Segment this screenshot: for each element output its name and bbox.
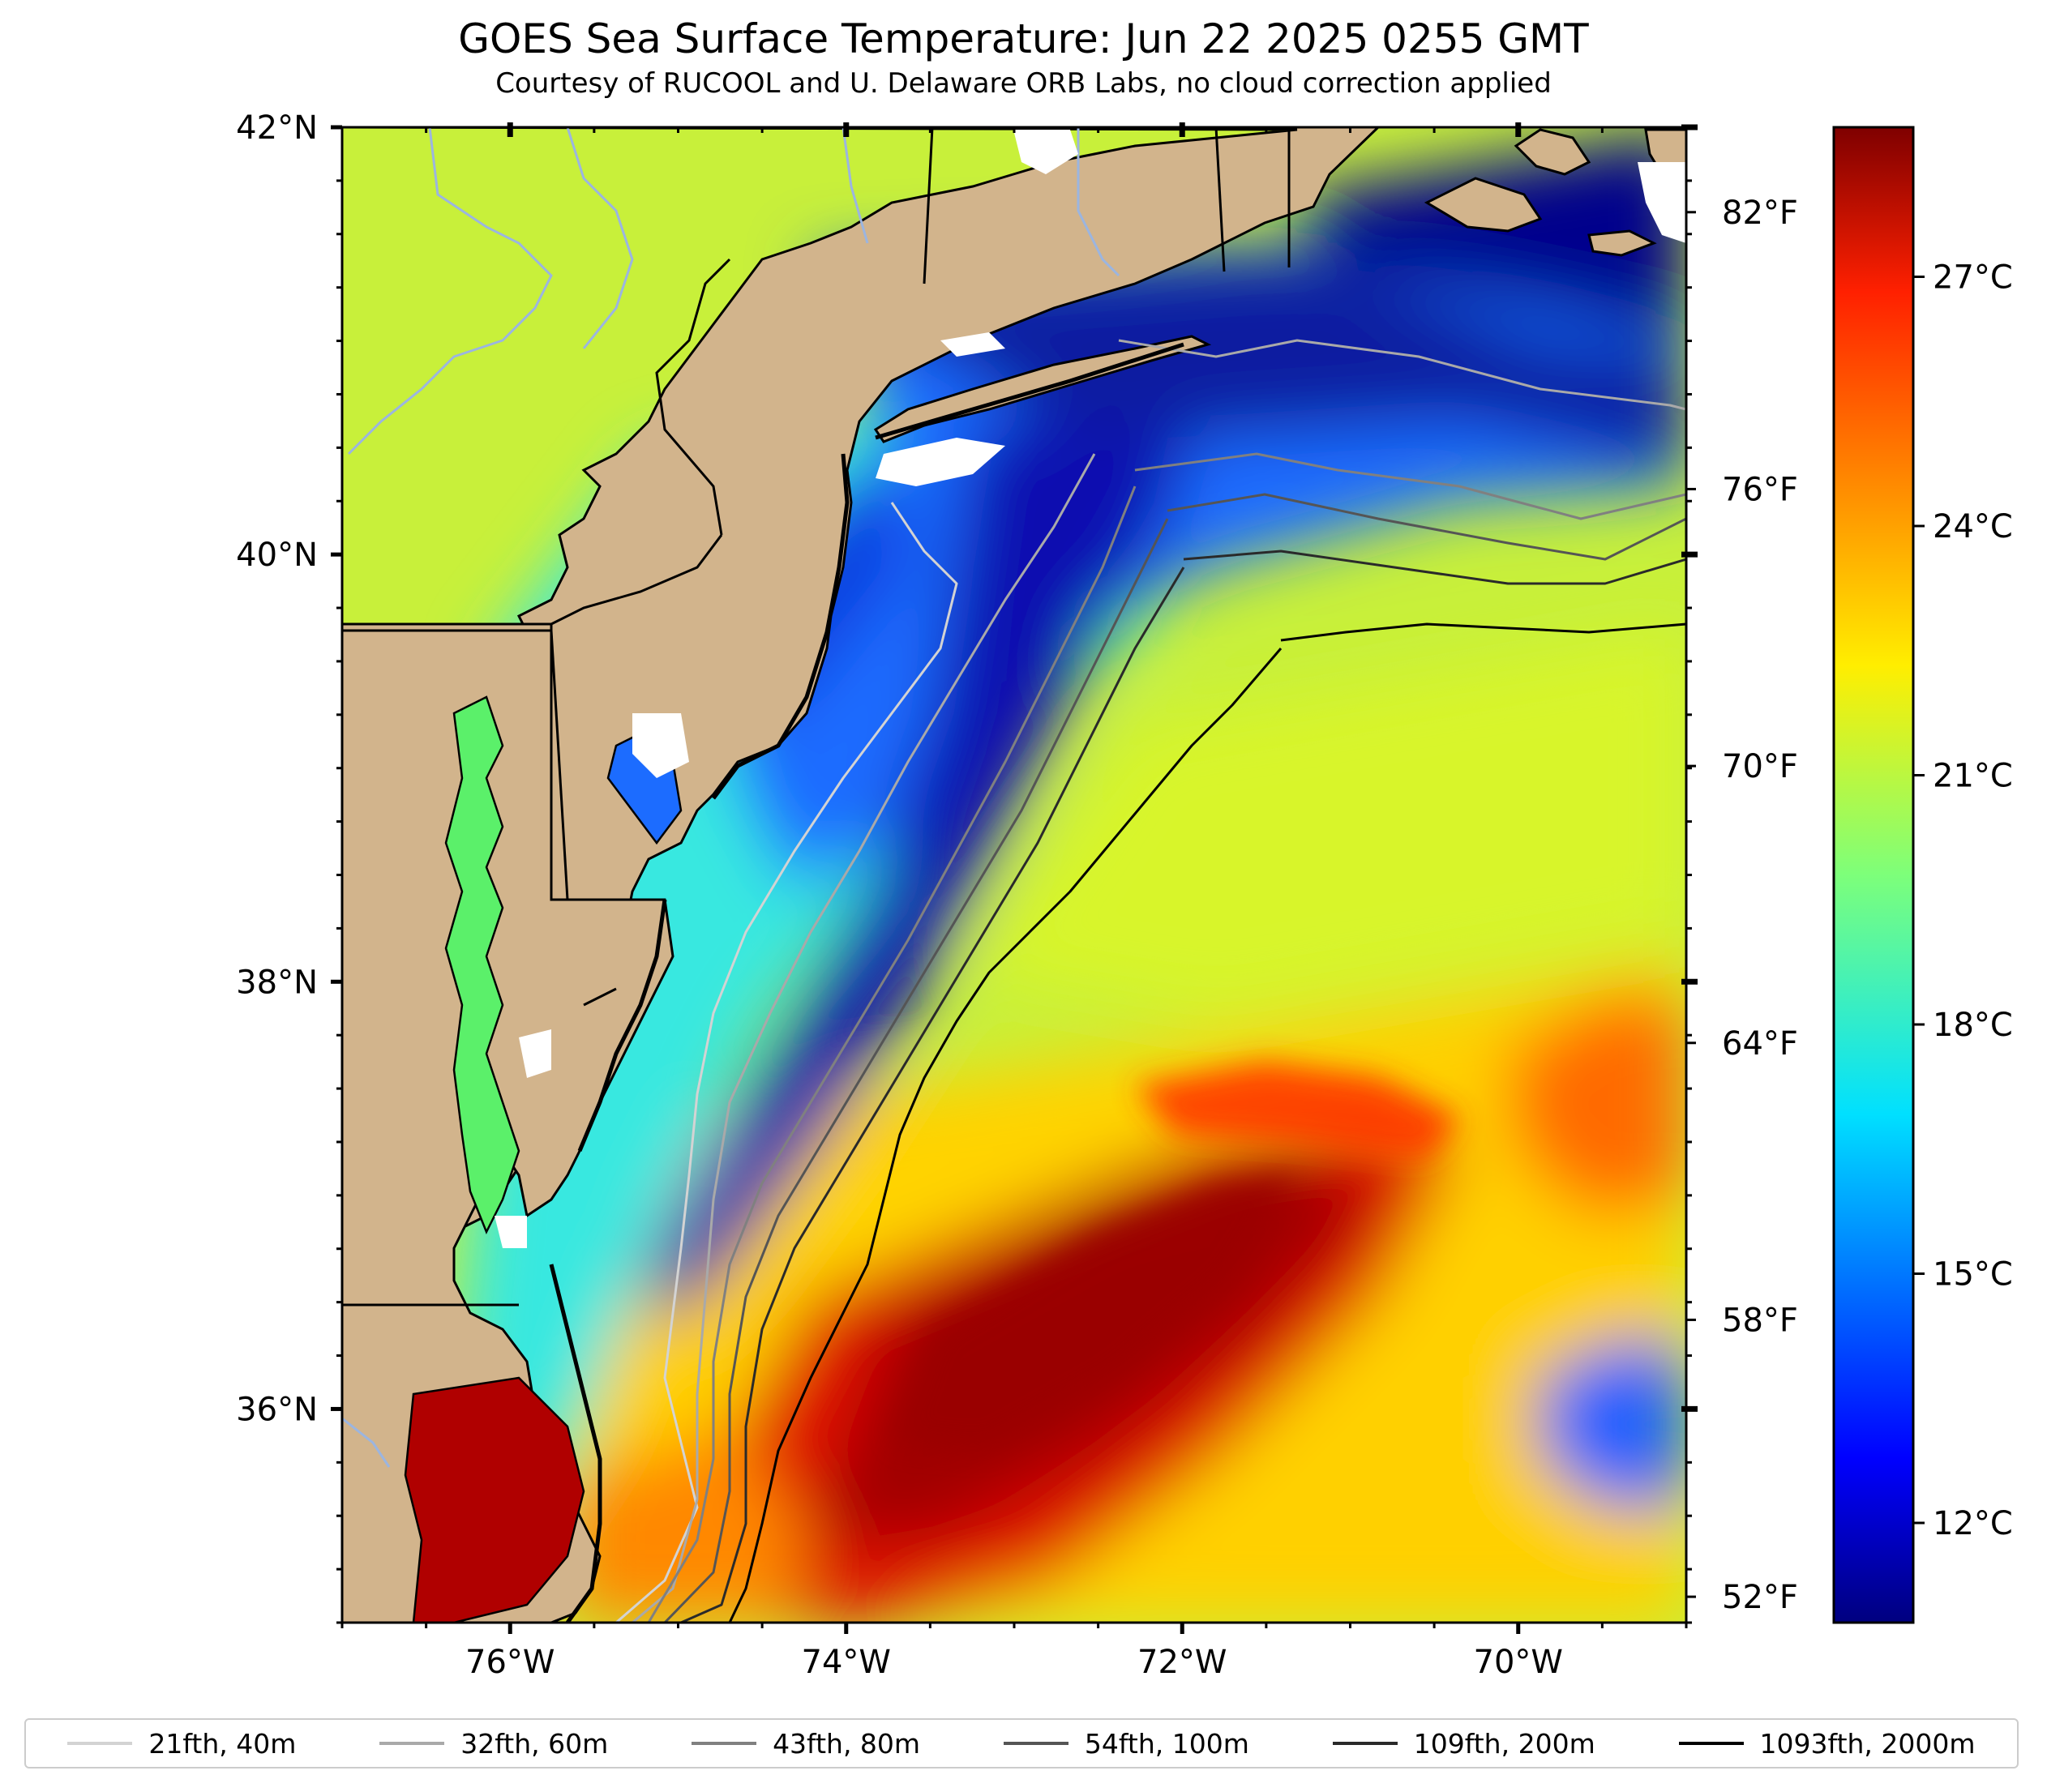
- fahrenheit-tick-label: 82°F: [1722, 195, 1798, 232]
- legend-item: 109fth, 200m: [1332, 1727, 1595, 1760]
- celsius-tick-label: 24°C: [1933, 508, 2013, 545]
- fahrenheit-tick-label: 58°F: [1722, 1302, 1798, 1339]
- no-data-regions: [495, 130, 1686, 1248]
- sst-figure: 76°W 74°W 72°W 70°W 42°N 40°N 38°N 36°N 12°C 15…: [236, 109, 2013, 1681]
- legend-label: 109fth, 200m: [1413, 1727, 1595, 1760]
- lon-tick-label: 76°W: [465, 1644, 555, 1681]
- celsius-tick-label: 18°C: [1933, 1007, 2013, 1044]
- page-subtitle: Courtesy of RUCOOL and U. Delaware ORB L…: [495, 67, 1552, 100]
- celsius-ticks: 12°C 15°C 18°C 21°C 24°C 27°C: [1913, 259, 2013, 1542]
- lat-tick-label: 42°N: [236, 109, 318, 147]
- legend-label: 54fth, 100m: [1084, 1727, 1249, 1760]
- chesapeake-bay: [444, 695, 520, 1235]
- fahrenheit-ticks: 52°F 58°F 64°F 70°F 76°F 82°F: [1686, 195, 1798, 1616]
- contour-legend: 21fth, 40m 32fth, 60m 43fth, 80m 54fth, 100…: [24, 1718, 2019, 1768]
- state-borders: [342, 127, 1291, 1307]
- celsius-tick-label: 27°C: [1933, 259, 2013, 297]
- rivers: [342, 127, 1120, 1468]
- lat-ticks: 42°N 40°N 38°N 36°N: [236, 109, 1698, 1624]
- celsius-tick-label: 15°C: [1933, 1256, 2013, 1294]
- legend-item: 1093fth, 2000m: [1678, 1727, 1976, 1760]
- fahrenheit-tick-label: 76°F: [1722, 471, 1798, 508]
- lon-tick-label: 70°W: [1474, 1644, 1563, 1681]
- lat-tick-label: 38°N: [236, 964, 318, 1001]
- legend-item: 21fth, 40m: [67, 1728, 296, 1760]
- legend-swatch: [1332, 1742, 1398, 1745]
- legend-label: 1093fth, 2000m: [1759, 1727, 1976, 1760]
- celsius-tick-label: 21°C: [1933, 758, 2013, 795]
- sst-map: [342, 127, 1686, 1623]
- bathymetry-contours: [615, 339, 1686, 1623]
- legend-swatch: [1678, 1742, 1744, 1745]
- celsius-tick-label: 12°C: [1933, 1505, 2013, 1542]
- fahrenheit-tick-label: 64°F: [1722, 1025, 1798, 1063]
- fahrenheit-tick-label: 70°F: [1722, 748, 1798, 785]
- lon-tick-label: 72°W: [1137, 1644, 1227, 1681]
- fahrenheit-tick-label: 52°F: [1722, 1579, 1798, 1616]
- legend-item: 54fth, 100m: [1003, 1727, 1249, 1760]
- legend-label: 21fth, 40m: [148, 1727, 297, 1760]
- coastline: [549, 342, 1184, 1623]
- legend-swatch: [379, 1742, 445, 1745]
- lat-tick-label: 40°N: [236, 537, 318, 574]
- legend-label: 43fth, 80m: [773, 1727, 921, 1760]
- lat-tick-label: 36°N: [236, 1391, 318, 1428]
- lon-tick-label: 74°W: [802, 1644, 891, 1681]
- legend-label: 32fth, 60m: [460, 1727, 609, 1760]
- legend-swatch: [67, 1742, 133, 1745]
- legend-swatch: [692, 1742, 757, 1745]
- legend-item: 32fth, 60m: [379, 1728, 608, 1760]
- pamlico-sound: [404, 1376, 585, 1623]
- legend-item: 43fth, 80m: [692, 1728, 920, 1760]
- page-title: GOES Sea Surface Temperature: Jun 22 202…: [458, 15, 1589, 62]
- legend-swatch: [1003, 1742, 1068, 1745]
- colorbar: [1832, 126, 1915, 1624]
